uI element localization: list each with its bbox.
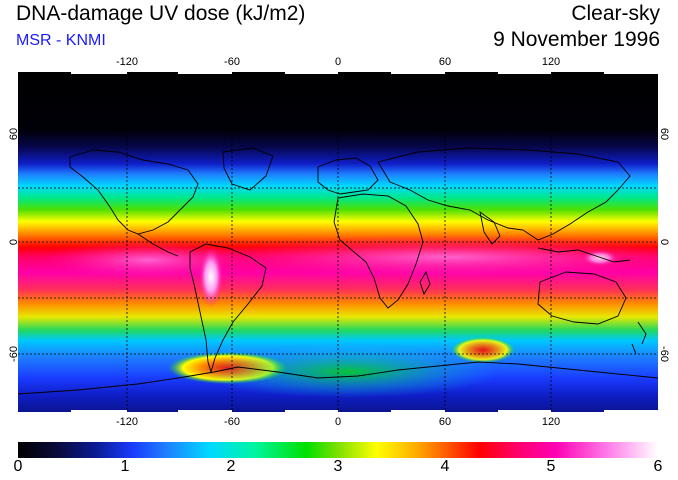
andes-hotspot	[199, 247, 223, 307]
color-scale-label: 4	[440, 458, 450, 475]
frame-tick-top	[178, 72, 232, 74]
tropical-maximum-band	[188, 235, 658, 279]
frame-tick-bottom	[71, 410, 127, 412]
bottom-lon-tick: -120	[115, 416, 139, 428]
top-lon-tick: -120	[115, 56, 139, 68]
bottom-lon-tick: 60	[438, 416, 452, 428]
bottom-lon-tick: 0	[334, 416, 342, 428]
tropical-maximum-band	[38, 240, 258, 280]
frame-tick-bottom	[391, 410, 445, 412]
bottom-lon-tick: 120	[541, 416, 561, 428]
new-zealand-coastline	[631, 321, 647, 355]
top-lon-tick: 60	[438, 56, 452, 68]
right-lat-tick: -60	[658, 346, 670, 362]
north-america-coastline	[69, 149, 199, 235]
africa-coastline	[333, 193, 424, 309]
color-scale-label: 2	[226, 458, 236, 475]
frame-ticks	[71, 72, 658, 412]
top-lon-tick: 120	[541, 56, 561, 68]
frame-tick-bottom	[178, 410, 232, 412]
southeast-asia-islands	[537, 247, 631, 263]
source-label: MSR - KNMI	[16, 32, 106, 49]
sky-condition-label: Clear-sky	[571, 2, 660, 25]
color-scale-label: 3	[333, 458, 343, 475]
greenland-coastline	[222, 147, 274, 191]
madagascar-coastline	[419, 270, 431, 296]
frame-tick-top	[71, 72, 127, 74]
color-scale-label: 1	[120, 458, 130, 475]
coastlines	[18, 147, 658, 395]
europe-coastline	[317, 157, 379, 195]
map-title: DNA-damage UV dose (kJ/m2)	[16, 2, 306, 25]
asia-coastline	[377, 147, 631, 241]
graticule	[18, 72, 658, 412]
new-guinea-hotspot	[582, 250, 618, 266]
south-america-coastline	[189, 243, 267, 374]
uv-dose-map	[18, 72, 658, 412]
central-america-coastline	[137, 233, 179, 257]
frame-tick-top	[285, 72, 338, 74]
frame-tick-top	[391, 72, 445, 74]
color-scale-label: 5	[546, 458, 556, 475]
right-lat-tick: 0	[658, 238, 670, 246]
frame-tick-bottom	[498, 410, 551, 412]
color-scale-bar	[18, 442, 658, 458]
southern-ocean-band	[198, 346, 498, 398]
right-lat-tick: 60	[658, 127, 670, 141]
antarctica-coastline	[18, 361, 658, 395]
top-lon-tick: 0	[334, 56, 342, 68]
frame-tick-top	[498, 72, 551, 74]
frame-tick-top	[604, 72, 658, 74]
australia-coastline	[537, 271, 627, 325]
frame-tick-bottom	[604, 410, 658, 412]
color-scale-label: 6	[653, 458, 663, 475]
frame-tick-bottom	[285, 410, 338, 412]
date-label: 9 November 1996	[493, 28, 660, 51]
map-canvas	[18, 72, 658, 412]
color-scale-label: 0	[13, 458, 23, 475]
india-coastline	[479, 210, 501, 245]
bottom-lon-tick: -60	[224, 416, 240, 428]
top-lon-tick: -60	[224, 56, 240, 68]
